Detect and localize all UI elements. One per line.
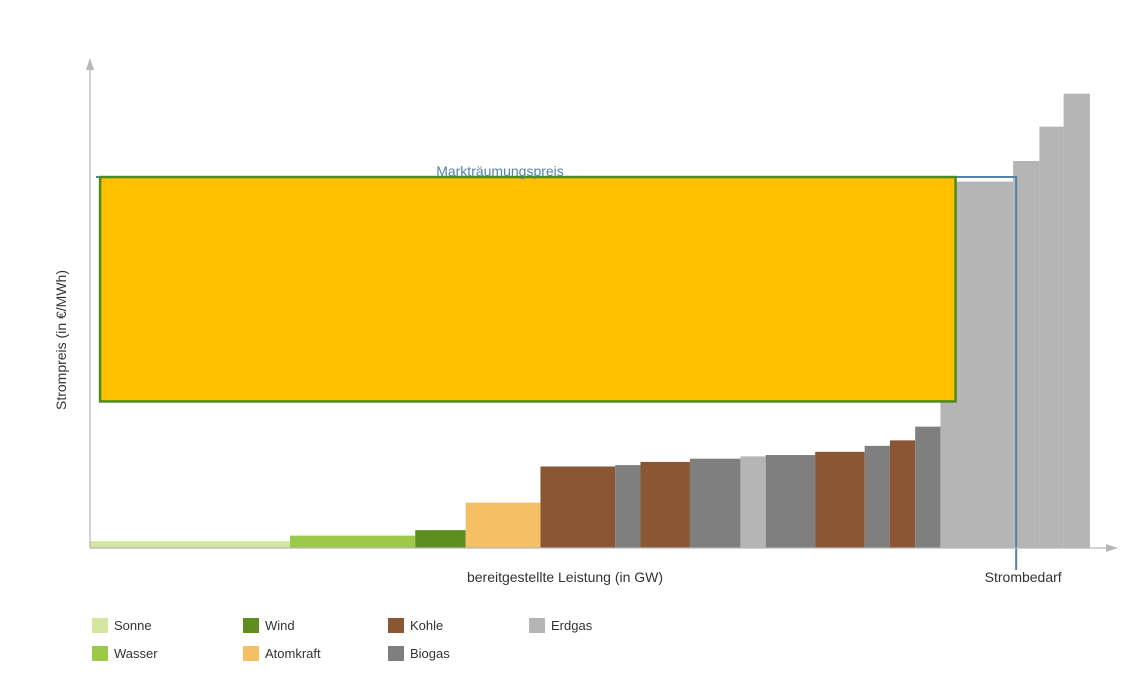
bars-layer: [90, 93, 1090, 549]
bar-erdgas-16: [1013, 160, 1040, 549]
axes-layer: [86, 58, 1118, 552]
bar-sonne-1: [90, 541, 290, 548]
legend-item-kohle: Kohle: [388, 618, 443, 633]
bar-kohle-7: [640, 461, 690, 548]
legend-label-erdgas: Erdgas: [551, 618, 593, 633]
legend-item-wind: Wind: [243, 618, 295, 633]
legend-swatch-kohle: [388, 618, 404, 633]
legend-swatch-biogas: [388, 646, 404, 661]
bar-biogas-8: [689, 458, 741, 548]
bar-kohle-5: [540, 466, 616, 548]
legend-label-atomkraft: Atomkraft: [265, 646, 321, 661]
clearing-price-label: Markträumungspreis: [436, 163, 564, 179]
legend-swatch-wind: [243, 618, 259, 633]
legend-swatch-sonne: [92, 618, 108, 633]
y-axis-arrow-icon: [86, 58, 94, 70]
bar-erdgas-17: [1039, 126, 1064, 548]
highlight-box: [98, 175, 957, 403]
legend-item-wasser: Wasser: [92, 646, 158, 661]
legend-swatch-atomkraft: [243, 646, 259, 661]
bar-wasser-2: [289, 535, 416, 548]
bar-kohle-11: [815, 451, 865, 548]
bar-biogas-14: [915, 426, 941, 548]
bar-biogas-12: [864, 445, 890, 548]
legend: Sonne Wind Kohle Erdgas Wasser Atomkraft Bioga…: [92, 618, 593, 661]
bar-biogas-6: [615, 465, 641, 548]
legend-swatch-erdgas: [529, 618, 545, 633]
bar-atomkraft-4: [465, 502, 541, 548]
bar-biogas-10: [765, 455, 816, 548]
bar-wind-3: [415, 530, 466, 548]
x-axis-label: bereitgestellte Leistung (in GW): [467, 569, 663, 585]
bar-erdgas-9: [740, 456, 766, 548]
legend-label-wasser: Wasser: [114, 646, 158, 661]
legend-label-sonne: Sonne: [114, 618, 152, 633]
legend-item-atomkraft: Atomkraft: [243, 646, 321, 661]
x-axis-arrow-icon: [1106, 544, 1118, 552]
legend-swatch-wasser: [92, 646, 108, 661]
bar-erdgas-18: [1063, 93, 1090, 548]
bar-kohle-13: [889, 440, 916, 548]
legend-label-biogas: Biogas: [410, 646, 450, 661]
demand-label: Strombedarf: [985, 569, 1062, 585]
legend-item-biogas: Biogas: [388, 646, 450, 661]
y-axis-label: Strompreis (in €/MWh): [53, 270, 69, 410]
legend-label-wind: Wind: [265, 618, 295, 633]
overlay-layer: [96, 175, 1018, 570]
legend-label-kohle: Kohle: [410, 618, 443, 633]
legend-item-sonne: Sonne: [92, 618, 152, 633]
legend-item-erdgas: Erdgas: [529, 618, 593, 633]
